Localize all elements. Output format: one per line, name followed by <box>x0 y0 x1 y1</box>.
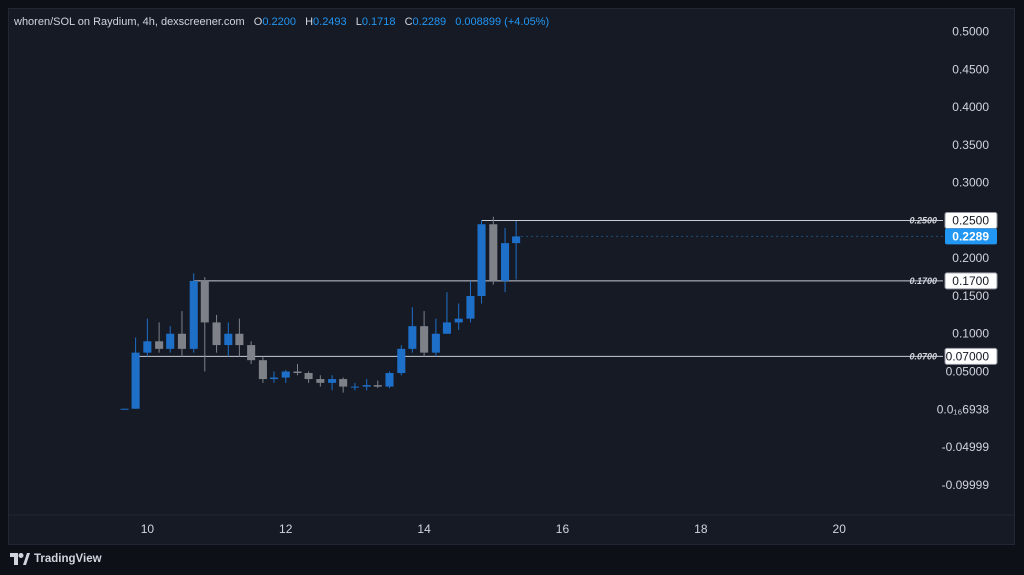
candle-up <box>166 333 175 349</box>
candle-up <box>350 386 359 388</box>
candle-down <box>258 360 267 380</box>
low-value: 0.1718 <box>361 16 396 28</box>
candle-up <box>512 236 521 244</box>
change-value: 0.008899 (+4.05%) <box>455 16 550 28</box>
level-price-tag[interactable] <box>944 347 998 365</box>
close-label: C <box>404 16 413 28</box>
horizontal-line-label: 0.2500 <box>909 215 937 225</box>
candle-up <box>454 318 463 323</box>
level-price-tag-text: 0.2500 <box>952 213 989 227</box>
price-axis[interactable]: 0.5000 0.4500 0.4000 0.3500 0.3000 0.2000 0.15… <box>937 25 998 492</box>
candle-up <box>281 371 290 378</box>
price-tick-label: -0.09999 <box>942 478 990 492</box>
brand-name: TradingView <box>34 553 102 565</box>
price-tick-label: 0.3500 <box>952 138 989 152</box>
price-tick-label: 0.3000 <box>952 176 989 190</box>
candle-up <box>442 322 451 334</box>
price-tick-label: 0.1500 <box>952 289 989 303</box>
price-tick-label: 0.4500 <box>952 62 989 76</box>
candle-down <box>247 345 256 361</box>
candle-down <box>373 385 382 387</box>
date-tick-label: 14 <box>417 522 431 536</box>
candle-up <box>131 352 140 409</box>
open-value: 0.2200 <box>262 16 296 28</box>
time-axis[interactable]: 10 12 14 16 18 20 <box>141 522 847 536</box>
candle-down <box>316 379 325 383</box>
current-price-tag-text: 0.2289 <box>952 229 989 243</box>
candle-down <box>177 333 186 349</box>
horizontal-line-label: 0.1700 <box>909 276 937 286</box>
candle-up <box>501 243 510 281</box>
date-tick-label: 20 <box>833 522 847 536</box>
candle-up <box>477 224 486 296</box>
candle-down <box>155 341 164 349</box>
candle-down <box>212 322 221 346</box>
candle-up <box>189 280 198 349</box>
price-tick-label: 0.2000 <box>952 251 989 265</box>
symbol-legend[interactable]: whoren/SOL on Raydium, 4h, dexscreener.c… <box>14 14 549 30</box>
candle-up <box>466 295 475 319</box>
candle-up <box>224 333 233 346</box>
symbol-title: whoren/SOL on Raydium, 4h, dexscreener.c… <box>14 16 245 28</box>
date-tick-label: 10 <box>141 522 155 536</box>
candle-up <box>431 333 440 353</box>
candle-up <box>362 385 371 387</box>
candle-up <box>269 377 279 380</box>
horizontal-line-label: 0.0700 <box>909 351 937 361</box>
candle-up <box>328 379 337 383</box>
candle-down <box>339 379 348 387</box>
tradingview-logo[interactable]: TradingView <box>10 551 102 567</box>
price-tick-label: 0.1000 <box>952 327 989 341</box>
level-price-tag[interactable] <box>944 272 998 290</box>
high-label: H <box>305 16 314 28</box>
date-tick-label: 16 <box>556 522 570 536</box>
chart-frame[interactable] <box>8 8 1015 545</box>
candle-down <box>293 371 302 374</box>
price-tick-label: -0.04999 <box>942 440 990 454</box>
candle-up <box>408 326 417 349</box>
tradingview-icon <box>10 553 30 565</box>
candle-down <box>420 326 429 353</box>
candle-up <box>120 408 129 410</box>
horizontal-lines[interactable]: 0.2500 0.1700 0.0700 <box>135 215 943 361</box>
candle-up <box>385 373 394 387</box>
candle-up <box>143 341 152 353</box>
current-price-tag[interactable] <box>945 228 997 245</box>
level-price-tag-text: 0.07000 <box>946 349 990 363</box>
price-tick-label: 0.0₁₆6938 <box>937 402 990 416</box>
candle-down <box>489 224 498 281</box>
candle-down <box>304 373 313 380</box>
price-tick-label: 0.05000 <box>946 365 990 379</box>
candle-down <box>235 333 244 346</box>
open-label: O <box>253 16 263 28</box>
candles <box>120 216 521 410</box>
close-value: 0.2289 <box>412 16 447 28</box>
candle-up <box>397 348 406 374</box>
low-label: L <box>355 16 362 28</box>
level-price-tag-text: 0.1700 <box>952 274 989 288</box>
date-tick-label: 18 <box>694 522 708 536</box>
high-value: 0.2493 <box>313 16 347 28</box>
date-tick-label: 12 <box>279 522 293 536</box>
candle-down <box>200 280 209 323</box>
price-tick-label: 0.5000 <box>952 25 989 39</box>
price-tick-label: 0.4000 <box>952 100 989 114</box>
